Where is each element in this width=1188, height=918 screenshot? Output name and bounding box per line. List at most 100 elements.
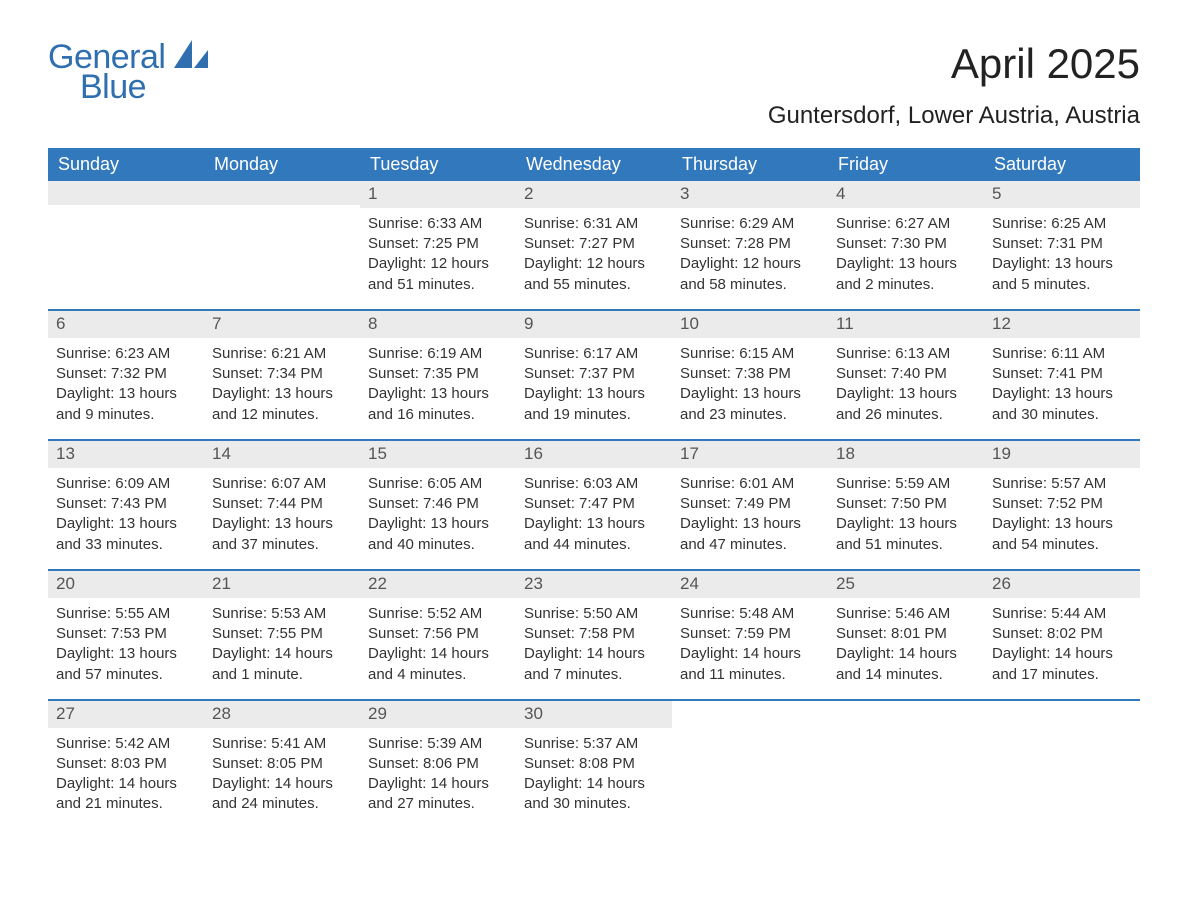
day-cell: 28 Sunrise: 5:41 AMSunset: 8:05 PMDayligh… (204, 700, 360, 829)
dl1-text: Daylight: 13 hours (992, 254, 1132, 274)
day-number: 5 (984, 181, 1140, 208)
title-block: April 2025 Guntersdorf, Lower Austria, A… (768, 40, 1140, 130)
dl2-text: and 23 minutes. (680, 405, 820, 425)
dl2-text: and 40 minutes. (368, 535, 508, 555)
sunrise-text: Sunrise: 6:09 AM (56, 474, 196, 494)
dl2-text: and 17 minutes. (992, 665, 1132, 685)
day-number: 28 (204, 701, 360, 728)
empty-day (48, 181, 204, 205)
sunset-text: Sunset: 7:53 PM (56, 624, 196, 644)
day-cell: 22Sunrise: 5:52 AMSunset: 7:56 PMDayligh… (360, 570, 516, 700)
day-cell: 29Sunrise: 5:39 AMSunset: 8:06 PMDayligh… (360, 700, 516, 829)
day-cell: 16Sunrise: 6:03 AMSunset: 7:47 PMDayligh… (516, 440, 672, 570)
dl2-text: and 26 minutes. (836, 405, 976, 425)
dl1-text: Daylight: 13 hours (368, 514, 508, 534)
sunset-text: Sunset: 7:59 PM (680, 624, 820, 644)
day-number: 25 (828, 571, 984, 598)
dl2-text: and 47 minutes. (680, 535, 820, 555)
dl2-text: and 55 minutes. (524, 275, 664, 295)
sunset-text: Sunset: 7:38 PM (680, 364, 820, 384)
month-title: April 2025 (768, 40, 1140, 88)
dl1-text: Daylight: 14 hours (836, 644, 976, 664)
dl1-text: Daylight: 14 hours (680, 644, 820, 664)
sunset-text: Sunset: 7:44 PM (212, 494, 352, 514)
week-row: 20Sunrise: 5:55 AMSunset: 7:53 PMDayligh… (48, 570, 1140, 700)
sunrise-text: Sunrise: 6:17 AM (524, 344, 664, 364)
dl1-text: Daylight: 13 hours (992, 514, 1132, 534)
day-cell: 6Sunrise: 6:23 AMSunset: 7:32 PMDaylight… (48, 310, 204, 440)
week-row: 6Sunrise: 6:23 AMSunset: 7:32 PMDaylight… (48, 310, 1140, 440)
sunset-text: Sunset: 7:40 PM (836, 364, 976, 384)
dl2-text: and 58 minutes. (680, 275, 820, 295)
dl1-text: Daylight: 14 hours (212, 644, 352, 664)
dl1-text: Daylight: 12 hours (368, 254, 508, 274)
day-number: 17 (672, 441, 828, 468)
dl1-text: Daylight: 14 hours (524, 774, 664, 794)
sunset-text: Sunset: 8:01 PM (836, 624, 976, 644)
dl2-text: and 21 minutes. (56, 794, 196, 814)
dl2-text: and 57 minutes. (56, 665, 196, 685)
dl1-text: Daylight: 13 hours (524, 384, 664, 404)
week-row: 13Sunrise: 6:09 AMSunset: 7:43 PMDayligh… (48, 440, 1140, 570)
day-number: 19 (984, 441, 1140, 468)
day-number: 15 (360, 441, 516, 468)
day-cell: 10Sunrise: 6:15 AMSunset: 7:38 PMDayligh… (672, 310, 828, 440)
dl1-text: Daylight: 13 hours (836, 514, 976, 534)
sunset-text: Sunset: 7:41 PM (992, 364, 1132, 384)
sunset-text: Sunset: 7:58 PM (524, 624, 664, 644)
day-cell: 19Sunrise: 5:57 AMSunset: 7:52 PMDayligh… (984, 440, 1140, 570)
dl1-text: Daylight: 13 hours (368, 384, 508, 404)
sunrise-text: Sunrise: 5:50 AM (524, 604, 664, 624)
day-cell: 20Sunrise: 5:55 AMSunset: 7:53 PMDayligh… (48, 570, 204, 700)
sunset-text: Sunset: 7:27 PM (524, 234, 664, 254)
day-cell: 13Sunrise: 6:09 AMSunset: 7:43 PMDayligh… (48, 440, 204, 570)
sunset-text: Sunset: 7:35 PM (368, 364, 508, 384)
day-cell: 12Sunrise: 6:11 AMSunset: 7:41 PMDayligh… (984, 310, 1140, 440)
day-cell: 1Sunrise: 6:33 AMSunset: 7:25 PMDaylight… (360, 181, 516, 310)
sunrise-text: Sunrise: 5:52 AM (368, 604, 508, 624)
header-row: General Blue April 2025 Guntersdorf, Low… (48, 40, 1140, 130)
day-cell: 26Sunrise: 5:44 AMSunset: 8:02 PMDayligh… (984, 570, 1140, 700)
sunrise-text: Sunrise: 5:57 AM (992, 474, 1132, 494)
dl2-text: and 51 minutes. (836, 535, 976, 555)
day-number: 9 (516, 311, 672, 338)
day-cell (828, 700, 984, 829)
sunrise-text: Sunrise: 5:53 AM (212, 604, 352, 624)
weekday-header: Tuesday (360, 148, 516, 181)
dl2-text: and 54 minutes. (992, 535, 1132, 555)
day-cell: 27Sunrise: 5:42 AMSunset: 8:03 PMDayligh… (48, 700, 204, 829)
sunset-text: Sunset: 8:05 PM (212, 754, 352, 774)
day-number: 10 (672, 311, 828, 338)
dl2-text: and 24 minutes. (212, 794, 352, 814)
sunrise-text: Sunrise: 6:27 AM (836, 214, 976, 234)
sunset-text: Sunset: 7:56 PM (368, 624, 508, 644)
sunrise-text: Sunrise: 5:55 AM (56, 604, 196, 624)
sunset-text: Sunset: 8:08 PM (524, 754, 664, 774)
sunset-text: Sunset: 7:46 PM (368, 494, 508, 514)
brand-word-2: Blue (80, 70, 208, 106)
dl2-text: and 7 minutes. (524, 665, 664, 685)
day-number: 12 (984, 311, 1140, 338)
dl2-text: and 16 minutes. (368, 405, 508, 425)
day-cell: 7Sunrise: 6:21 AMSunset: 7:34 PMDaylight… (204, 310, 360, 440)
dl1-text: Daylight: 13 hours (680, 384, 820, 404)
dl2-text: and 9 minutes. (56, 405, 196, 425)
sunrise-text: Sunrise: 6:05 AM (368, 474, 508, 494)
weekday-header: Thursday (672, 148, 828, 181)
dl2-text: and 11 minutes. (680, 665, 820, 685)
day-number: 3 (672, 181, 828, 208)
dl1-text: Daylight: 14 hours (212, 774, 352, 794)
calendar-table: Sunday Monday Tuesday Wednesday Thursday… (48, 148, 1140, 829)
sunrise-text: Sunrise: 6:03 AM (524, 474, 664, 494)
sunset-text: Sunset: 7:31 PM (992, 234, 1132, 254)
sunrise-text: Sunrise: 5:41 AM (212, 734, 352, 754)
day-number: 22 (360, 571, 516, 598)
sunrise-text: Sunrise: 6:25 AM (992, 214, 1132, 234)
sunset-text: Sunset: 8:02 PM (992, 624, 1132, 644)
weekday-header: Monday (204, 148, 360, 181)
day-number: 1 (360, 181, 516, 208)
weekday-header-row: Sunday Monday Tuesday Wednesday Thursday… (48, 148, 1140, 181)
day-cell: 15 Sunrise: 6:05 AMSunset: 7:46 PMDayligh… (360, 440, 516, 570)
sunrise-text: Sunrise: 6:19 AM (368, 344, 508, 364)
day-cell: 2Sunrise: 6:31 AMSunset: 7:27 PMDaylight… (516, 181, 672, 310)
